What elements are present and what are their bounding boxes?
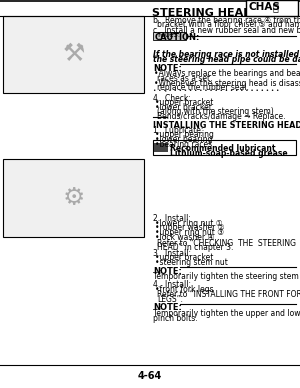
Bar <box>3 16 144 93</box>
Text: •lower ring nut ①: •lower ring nut ① <box>155 219 223 228</box>
Text: ⚙: ⚙ <box>62 186 85 210</box>
Text: STEERING HEAD: STEERING HEAD <box>152 8 252 18</box>
Text: •rubber washer ②: •rubber washer ② <box>155 223 225 232</box>
Text: Bends/cracks/damage → Replace.: Bends/cracks/damage → Replace. <box>157 112 286 121</box>
Text: •upper bracket: •upper bracket <box>155 98 214 107</box>
Text: c.  Install a new rubber seal and new bearing: c. Install a new rubber seal and new bea… <box>153 26 300 35</box>
Text: pinch bolts.: pinch bolts. <box>153 314 198 322</box>
Bar <box>153 32 186 40</box>
Text: Temporarily tighten the steering stem nut.: Temporarily tighten the steering stem nu… <box>153 272 300 281</box>
Bar <box>246 0 298 16</box>
Text: bracket with a floor chisel ⑤ and hammer.: bracket with a floor chisel ⑤ and hammer… <box>157 20 300 29</box>
Text: If the bearing race is not installed properly,: If the bearing race is not installed pro… <box>153 50 300 59</box>
Text: HEAD” in chapter 3.: HEAD” in chapter 3. <box>157 243 234 252</box>
Text: •Whenever the steering head is disassembled,: •Whenever the steering head is disassemb… <box>154 79 300 88</box>
Bar <box>153 140 296 155</box>
Text: •Always replace the bearings and bearing: •Always replace the bearings and bearing <box>154 69 300 78</box>
Text: 4.  Install:: 4. Install: <box>153 280 191 289</box>
Text: • • • • • • • • • • • • • • • • • • • • • • • • •: • • • • • • • • • • • • • • • • • • • • … <box>153 88 281 94</box>
Text: 4-64: 4-64 <box>138 371 162 381</box>
Text: Lithium-soap-based grease: Lithium-soap-based grease <box>170 149 288 158</box>
Text: 4.  Check:: 4. Check: <box>153 94 191 102</box>
Text: •lower bracket: •lower bracket <box>155 103 212 112</box>
Text: 2.  Install:: 2. Install: <box>153 214 191 223</box>
Bar <box>154 143 168 152</box>
Text: NOTE:: NOTE: <box>153 64 182 73</box>
Text: LEGS”.: LEGS”. <box>157 295 183 304</box>
Text: •steering stem nut: •steering stem nut <box>155 258 228 267</box>
Text: INSTALLING THE STEERING HEAD: INSTALLING THE STEERING HEAD <box>153 121 300 130</box>
Bar <box>3 159 144 237</box>
Text: (along with the steering stem): (along with the steering stem) <box>157 107 274 116</box>
Text: CHAS: CHAS <box>248 2 280 12</box>
Text: races.: races. <box>157 30 180 39</box>
Text: CAUTION:: CAUTION: <box>154 33 200 42</box>
Text: races as a set.: races as a set. <box>157 74 213 83</box>
Text: •front fork legs: •front fork legs <box>155 285 214 294</box>
Text: ⚒: ⚒ <box>62 42 85 66</box>
Text: replace the rubber seal.: replace the rubber seal. <box>157 83 249 92</box>
Text: •upper ring nut ③: •upper ring nut ③ <box>155 228 224 237</box>
Text: b.  Remove the bearing race ④ from the lower: b. Remove the bearing race ④ from the lo… <box>153 16 300 24</box>
Text: 🚲: 🚲 <box>272 2 278 12</box>
Text: Recommended lubricant: Recommended lubricant <box>170 144 276 153</box>
Text: 3.  Install:: 3. Install: <box>153 249 191 258</box>
Text: NOTE:: NOTE: <box>153 267 182 275</box>
Text: •lock washer ④: •lock washer ④ <box>155 233 215 242</box>
Text: •bearing races: •bearing races <box>155 140 212 149</box>
Text: 1.  Lubricate:: 1. Lubricate: <box>153 126 203 135</box>
Text: Refer to “CHECKING  THE  STEERING: Refer to “CHECKING THE STEERING <box>157 239 296 248</box>
Text: Refer to “INSTALLING THE FRONT FORK: Refer to “INSTALLING THE FRONT FORK <box>157 290 300 299</box>
Text: •upper bracket: •upper bracket <box>155 253 214 262</box>
Text: the steering head pipe could be damaged.: the steering head pipe could be damaged. <box>153 55 300 64</box>
Text: •upper bearing: •upper bearing <box>155 130 214 139</box>
Text: •lower bearing: •lower bearing <box>155 135 213 144</box>
Text: Temporarily tighten the upper and lower bracket: Temporarily tighten the upper and lower … <box>153 309 300 318</box>
Text: NOTE:: NOTE: <box>153 303 182 312</box>
